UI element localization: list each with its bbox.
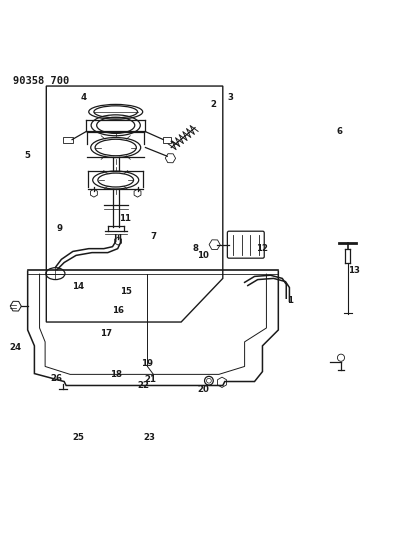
Text: 24: 24 bbox=[10, 343, 22, 352]
Text: 2: 2 bbox=[210, 100, 216, 109]
Text: 10: 10 bbox=[197, 251, 209, 260]
Text: 11: 11 bbox=[119, 214, 131, 223]
Text: 5: 5 bbox=[25, 151, 31, 160]
Text: 26: 26 bbox=[50, 374, 62, 383]
Text: 19: 19 bbox=[141, 359, 154, 368]
Text: 25: 25 bbox=[72, 433, 84, 442]
Text: 20: 20 bbox=[197, 385, 209, 394]
Text: 6: 6 bbox=[337, 127, 343, 136]
Text: 21: 21 bbox=[144, 375, 157, 384]
Text: 22: 22 bbox=[137, 381, 150, 390]
Text: 4: 4 bbox=[81, 93, 87, 102]
Text: 23: 23 bbox=[143, 433, 156, 441]
Text: 3: 3 bbox=[228, 93, 234, 102]
Bar bbox=[162, 137, 171, 143]
Text: 8: 8 bbox=[192, 244, 198, 253]
Text: 17: 17 bbox=[100, 329, 112, 338]
Text: 7: 7 bbox=[150, 232, 156, 241]
Text: 13: 13 bbox=[348, 266, 360, 275]
Text: 90358 700: 90358 700 bbox=[13, 76, 69, 86]
Text: 18: 18 bbox=[110, 370, 122, 379]
Text: 16: 16 bbox=[112, 305, 124, 314]
Text: 14: 14 bbox=[72, 282, 84, 291]
Text: 15: 15 bbox=[120, 287, 132, 296]
Text: 12: 12 bbox=[256, 244, 269, 253]
Bar bbox=[63, 137, 73, 143]
Text: 1: 1 bbox=[287, 296, 293, 305]
Text: 9: 9 bbox=[57, 224, 62, 233]
